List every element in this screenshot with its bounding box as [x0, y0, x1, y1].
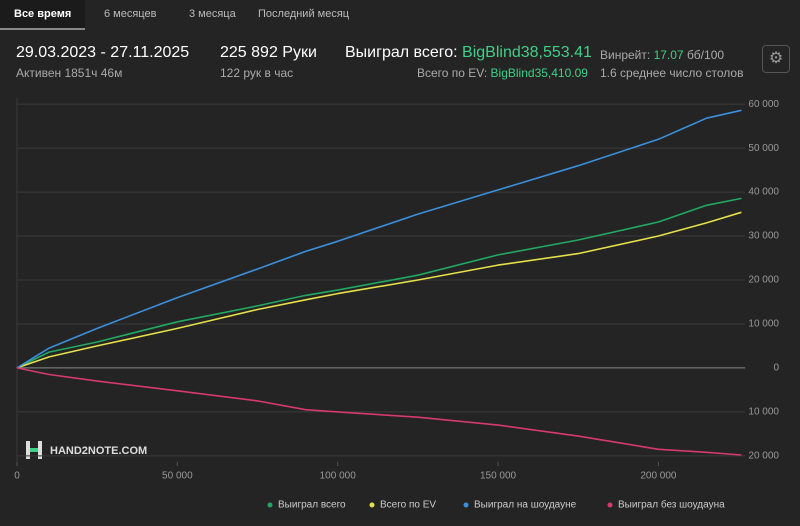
label: Винрейт: [600, 48, 651, 62]
series-line [16, 197, 742, 369]
logo: HAND2NOTE.COM [26, 441, 147, 459]
y-tick-label: 20 000 [748, 450, 779, 461]
value: BigBlind35,410.09 [490, 66, 588, 80]
winrate: Винрейт: 17.07 бб/100 [600, 48, 724, 62]
x-tick-label: 50 000 [162, 471, 193, 482]
legend-item: Выиграл без шоудауна [607, 499, 725, 511]
legend-label: Выиграл всего [278, 500, 346, 511]
series-line [16, 109, 742, 369]
legend-item: Выиграл на шоудауне [463, 500, 577, 511]
x-tick-label: 100 000 [320, 471, 357, 482]
value: BigBlind38,553.41 [462, 44, 592, 61]
legend-item: Всего по EV [369, 500, 436, 511]
x-tick-label: 200 000 [640, 471, 677, 482]
legend-swatch [607, 502, 613, 508]
legend-swatch [267, 502, 273, 508]
tab[interactable]: Все время [0, 0, 86, 30]
y-tick-label: 10 000 [748, 319, 779, 330]
legend-swatch [369, 502, 375, 508]
won-total: Выиграл всего: BigBlind38,553.41 [345, 44, 592, 62]
y-tick-label: 20 000 [748, 275, 779, 286]
tab[interactable]: 3 месяца [189, 8, 236, 20]
hands-rate: 122 рук в час [220, 66, 294, 80]
settings-button[interactable]: ⚙ [762, 45, 790, 73]
y-tick-label: 60 000 [748, 99, 779, 110]
value: 17.07 [653, 48, 684, 62]
ev-total: Всего по EV: BigBlind35,410.09 [417, 66, 588, 80]
legend-item: Выиграл всего [267, 500, 346, 511]
y-tick-label: 10 000 [748, 407, 779, 418]
tab[interactable]: 6 месяцев [104, 8, 157, 20]
y-tick-label: 50 000 [748, 143, 779, 154]
tables: 1.6 среднее число столов [600, 66, 744, 80]
series-line [16, 367, 742, 456]
watermark: HAND2NOTE.COM [50, 445, 147, 457]
legend-label: Выиграл без шоудауна [618, 499, 725, 511]
legend-label: Выиграл на шоудауне [474, 500, 577, 511]
legend-label: Всего по EV [380, 500, 436, 511]
x-tick-label: 0 [14, 471, 20, 482]
series-line [16, 211, 742, 369]
period: 29.03.2023 - 27.11.2025 [16, 44, 190, 61]
plot-grid [16, 98, 745, 466]
tab[interactable]: Последний месяц [258, 8, 350, 20]
active-time: Активен 1851ч 46м [16, 66, 123, 80]
label: Всего по EV: [417, 66, 488, 80]
hands: 225 892 Руки [220, 44, 317, 61]
unit: бб/100 [686, 48, 725, 62]
y-tick-label: 30 000 [748, 231, 779, 242]
label: Выиграл всего: [345, 44, 458, 61]
y-tick-label: 0 [773, 363, 779, 374]
x-tick-label: 150 000 [480, 471, 517, 482]
y-tick-label: 40 000 [748, 187, 779, 198]
legend-swatch [463, 502, 469, 508]
